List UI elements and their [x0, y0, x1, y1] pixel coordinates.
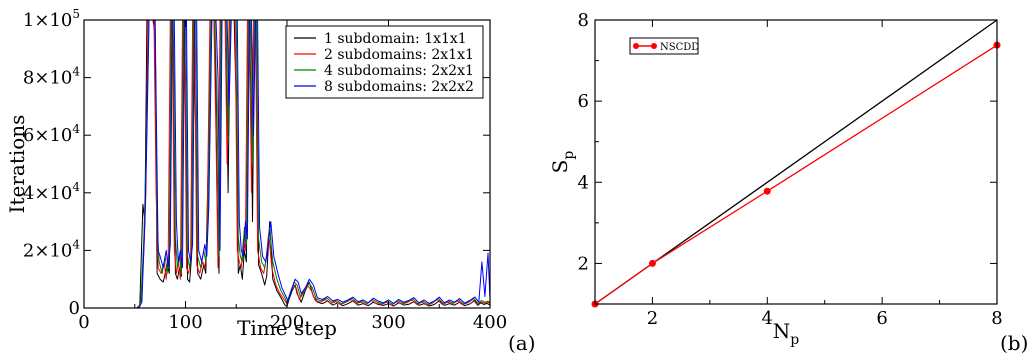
chart-b-xlabel-sub: p: [790, 332, 799, 348]
chart-b-series-group: [591, 19, 1001, 308]
chart-a-ytick-label-5: 1×105: [23, 7, 80, 31]
chart-a-legend-label-2: 2 subdomains: 2x1x1: [324, 47, 474, 63]
chart-b-xtick-label-6: 6: [876, 308, 887, 329]
chart-b-xtick-label-8: 8: [991, 308, 1002, 329]
chart-a-xlabel: Time step: [237, 316, 337, 340]
chart-b-ylabel: Sp: [548, 151, 577, 174]
chart-b-legend-label-nscdd: NSCDD: [660, 42, 699, 53]
chart-b-ytick-label-8: 8: [578, 10, 589, 31]
chart-a-ytick-label-1: 2×104: [23, 237, 80, 261]
chart-a-xtick-label-0: 0: [78, 312, 89, 333]
chart-a-ytick-label-0: 0: [69, 298, 80, 319]
chart-b-legend-marker-right: [651, 43, 657, 49]
chart-a-legend-label-4: 8 subdomains: 2x2x2: [324, 79, 474, 95]
chart-a-legend-label-1: 1 subdomain: 1x1x1: [324, 31, 467, 47]
chart-b-plot-frame: [594, 19, 998, 305]
chart-a-ytick-label-4: 8×104: [23, 65, 80, 89]
chart-b-ytick-label-6: 6: [578, 91, 589, 112]
chart-a-panel-label: (a): [508, 331, 536, 355]
chart-b-legend-box: [629, 37, 699, 55]
chart-b-ticks: 2 4 6 8 2 4 6 8: [578, 10, 1003, 329]
chart-a-xtick-label-200: 200: [270, 312, 304, 333]
chart-b-ytick-label-2: 2: [578, 253, 589, 274]
chart-b-point-3: [763, 187, 771, 195]
chart-a-xtick-label-300: 300: [371, 312, 405, 333]
chart-b-ylabel-main: S: [548, 160, 572, 174]
chart-b: 2 4 6 8 2 4 6 8 Np Sp NSCDD (b): [548, 10, 1028, 355]
chart-a-legend-box: [285, 25, 484, 99]
chart-a-ylabel: Iterations: [5, 115, 29, 214]
chart-b-xlabel: Np: [773, 319, 800, 348]
chart-a-ytick-label-3: 6×104: [23, 122, 80, 146]
chart-b-ytick-label-4: 4: [578, 172, 589, 193]
chart-a-ticks: 0 100 200 300 400 0 2×104 4×104 6×104 8×104 1×105: [23, 7, 507, 333]
chart-a-series-line-1: [84, 20, 490, 308]
chart-b-legend: NSCDD: [629, 37, 699, 55]
chart-b-xtick-label-2: 2: [647, 308, 658, 329]
chart-b-panel-label: (b): [1000, 331, 1028, 355]
chart-a: 0 100 200 300 40002×1044×1046×1048×1041×105 …: [5, 7, 536, 355]
chart-b-xtick-label-4: 4: [762, 308, 773, 329]
chart-a-xtick-label-100: 100: [168, 312, 202, 333]
chart-b-series-line-2: [594, 44, 998, 305]
chart-b-legend-marker-left: [633, 43, 639, 49]
chart-a-series-line-4: [84, 20, 490, 308]
chart-b-ylabel-sub: p: [561, 151, 577, 160]
chart-b-point-2: [648, 259, 656, 267]
chart-a-series-group: [84, 20, 490, 308]
chart-a-legend-label-3: 4 subdomains: 2x2x1: [324, 63, 474, 79]
chart-a-xtick-label-400: 400: [473, 312, 507, 333]
chart-b-xlabel-main: N: [773, 319, 791, 343]
chart-a-ytick-label-2: 4×104: [23, 180, 80, 204]
